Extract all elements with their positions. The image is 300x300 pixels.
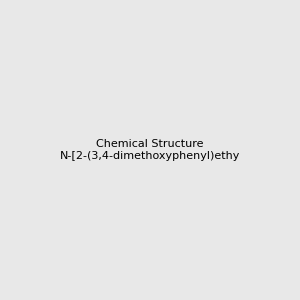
Text: Chemical Structure
N-[2-(3,4-dimethoxyphenyl)ethy: Chemical Structure N-[2-(3,4-dimethoxyph… (60, 139, 240, 161)
